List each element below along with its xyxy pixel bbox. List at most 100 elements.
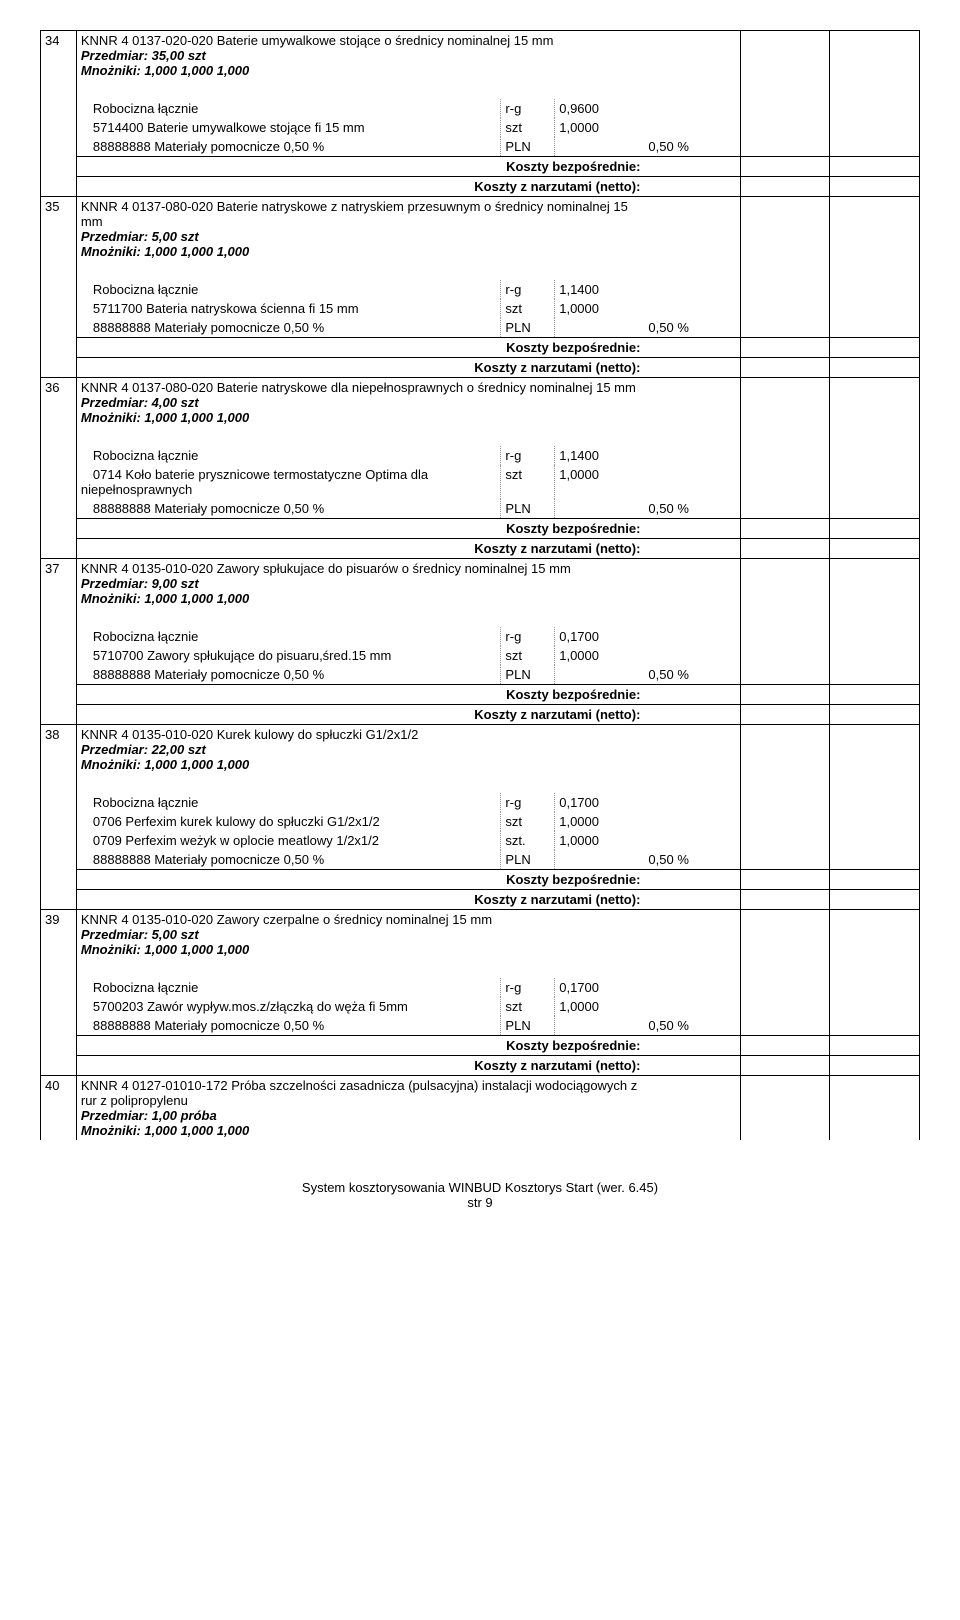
detail-qty: 0,1700 (555, 793, 645, 812)
detail-unit: szt (501, 118, 555, 137)
item-header-row: 35 KNNR 4 0137-080-020 Baterie natryskowe… (41, 197, 920, 262)
item-title: KNNR 4 0137-020-020 Baterie umywalkowe s… (81, 33, 554, 48)
detail-row: 88888888 Materiały pomocnicze 0,50 %PLN 0… (41, 1016, 920, 1036)
koszty-narz-label: Koszty z narzutami (netto): (76, 890, 644, 910)
item-title: KNNR 4 0127-01010-172 Próba szczelności … (81, 1078, 637, 1108)
item-mnozniki: Mnożniki: 1,000 1,000 1,000 (81, 1123, 249, 1138)
detail-row: 88888888 Materiały pomocnicze 0,50 %PLN 0… (41, 318, 920, 338)
detail-qty: 1,0000 (555, 118, 645, 137)
koszty-bezp-row: Koszty bezpośrednie: (41, 870, 920, 890)
detail-unit: PLN (501, 499, 555, 519)
item-number: 36 (45, 380, 59, 395)
koszty-narz-row: Koszty z narzutami (netto): (41, 358, 920, 378)
detail-row: 88888888 Materiały pomocnicze 0,50 %PLN0… (41, 850, 920, 870)
detail-desc: 5714400 Baterie umywalkowe stojące fi 15… (76, 118, 501, 137)
detail-pct (644, 997, 740, 1016)
detail-qty: 1,0000 (555, 646, 645, 665)
detail-unit: r-g (501, 793, 555, 812)
detail-row: 0714 Koło baterie prysznicowe termostaty… (41, 465, 920, 499)
item-mnozniki: Mnożniki: 1,000 1,000 1,000 (81, 63, 249, 78)
detail-row: 5700203 Zawór wypływ.mos.z/złączką do wę… (41, 997, 920, 1016)
item-title: KNNR 4 0135-010-020 Zawory czerpalne o ś… (81, 912, 492, 927)
detail-row: Robocizna łącznier-g0,1700 (41, 978, 920, 997)
detail-row: Robocizna łącznier-g1,1400 (41, 280, 920, 299)
detail-desc: Robocizna łącznie (76, 446, 501, 465)
detail-desc: 0709 Perfexim weżyk w oplocie meatlowy 1… (76, 831, 501, 850)
detail-desc: 5710700 Zawory spłukujące do pisuaru,śre… (76, 646, 501, 665)
koszty-narz-row: Koszty z narzutami (netto): (41, 539, 920, 559)
koszty-narz-row: Koszty z narzutami (netto): (41, 705, 920, 725)
detail-row: Robocizna łącznier-g0,9600 (41, 99, 920, 118)
item-title: KNNR 4 0135-010-020 Zawory spłukujace do… (81, 561, 571, 576)
detail-pct (644, 978, 740, 997)
item-header-row: 37KNNR 4 0135-010-020 Zawory spłukujace … (41, 559, 920, 609)
item-mnozniki: Mnożniki: 1,000 1,000 1,000 (81, 244, 249, 259)
item-przedmiar: Przedmiar: 5,00 szt (81, 229, 199, 244)
item-number: 38 (45, 727, 59, 742)
detail-desc: 88888888 Materiały pomocnicze 0,50 % (76, 137, 501, 157)
detail-row: 5710700 Zawory spłukujące do pisuaru,śre… (41, 646, 920, 665)
spacer-row (41, 774, 920, 793)
detail-pct (644, 118, 740, 137)
detail-pct: 0,50 % (644, 499, 740, 519)
detail-desc: 0714 Koło baterie prysznicowe termostaty… (76, 465, 501, 499)
detail-pct: 0,50 % (644, 1016, 740, 1036)
cost-estimate-table: 34 KNNR 4 0137-020-020 Baterie umywalkowe… (40, 30, 920, 1140)
spacer-row (41, 608, 920, 627)
item-title: KNNR 4 0137-080-020 Baterie natryskowe z… (81, 199, 628, 229)
detail-desc: 5711700 Bateria natryskowa ścienna fi 15… (76, 299, 501, 318)
koszty-bezp-label: Koszty bezpośrednie: (76, 870, 644, 890)
detail-unit: szt (501, 997, 555, 1016)
detail-pct (644, 646, 740, 665)
koszty-bezp-row: Koszty bezpośrednie: (41, 157, 920, 177)
detail-qty: 0,1700 (555, 978, 645, 997)
item-header-row: 38KNNR 4 0135-010-020 Kurek kulowy do sp… (41, 725, 920, 775)
detail-pct (644, 627, 740, 646)
detail-desc: 5700203 Zawór wypływ.mos.z/złączką do wę… (76, 997, 501, 1016)
detail-pct (644, 465, 740, 499)
detail-unit: PLN (501, 137, 555, 157)
detail-row: Robocizna łącznier-g0,1700 (41, 627, 920, 646)
detail-desc: 88888888 Materiały pomocnicze 0,50 % (76, 318, 501, 338)
item-przedmiar: Przedmiar: 4,00 szt (81, 395, 199, 410)
detail-desc: 88888888 Materiały pomocnicze 0,50 % (76, 499, 501, 519)
koszty-bezp-row: Koszty bezpośrednie: (41, 1036, 920, 1056)
detail-unit: PLN (501, 318, 555, 338)
detail-row: 88888888 Materiały pomocnicze 0,50 %PLN 0… (41, 137, 920, 157)
detail-pct: 0,50 % (644, 137, 740, 157)
detail-qty: 1,0000 (555, 831, 645, 850)
item-number: 34 (45, 33, 59, 48)
detail-unit: PLN (501, 665, 555, 685)
detail-desc: 88888888 Materiały pomocnicze 0,50 % (76, 1016, 501, 1036)
koszty-bezp-row: Koszty bezpośrednie: (41, 685, 920, 705)
detail-qty: 1,0000 (555, 299, 645, 318)
item-header-row: 39 KNNR 4 0135-010-020 Zawory czerpalne o… (41, 910, 920, 960)
item-mnozniki: Mnożniki: 1,000 1,000 1,000 (81, 757, 249, 772)
detail-pct (644, 831, 740, 850)
item-number: 35 (45, 199, 59, 214)
item-mnozniki: Mnożniki: 1,000 1,000 1,000 (81, 942, 249, 957)
detail-qty: 0,9600 (555, 99, 645, 118)
detail-desc: Robocizna łącznie (76, 978, 501, 997)
spacer-row (41, 427, 920, 446)
item-number: 40 (45, 1078, 59, 1093)
detail-pct (644, 446, 740, 465)
item-przedmiar: Przedmiar: 5,00 szt (81, 927, 199, 942)
koszty-bezp-row: Koszty bezpośrednie: (41, 519, 920, 539)
koszty-narz-label: Koszty z narzutami (netto): (76, 539, 644, 559)
detail-pct: 0,50 % (644, 318, 740, 338)
detail-unit: PLN (501, 850, 555, 870)
detail-unit: szt. (501, 831, 555, 850)
detail-desc: 0706 Perfexim kurek kulowy do spłuczki G… (76, 812, 501, 831)
detail-pct (644, 299, 740, 318)
detail-row: Robocizna łącznier-g1,1400 (41, 446, 920, 465)
detail-qty: 0,1700 (555, 627, 645, 646)
spacer-row (41, 261, 920, 280)
detail-qty (555, 499, 645, 519)
item-header-row: 40 KNNR 4 0127-01010-172 Próba szczelnośc… (41, 1076, 920, 1141)
detail-unit: PLN (501, 1016, 555, 1036)
item-number: 39 (45, 912, 59, 927)
spacer-row (41, 959, 920, 978)
detail-qty (555, 137, 645, 157)
detail-row: Robocizna łącznier-g0,1700 (41, 793, 920, 812)
